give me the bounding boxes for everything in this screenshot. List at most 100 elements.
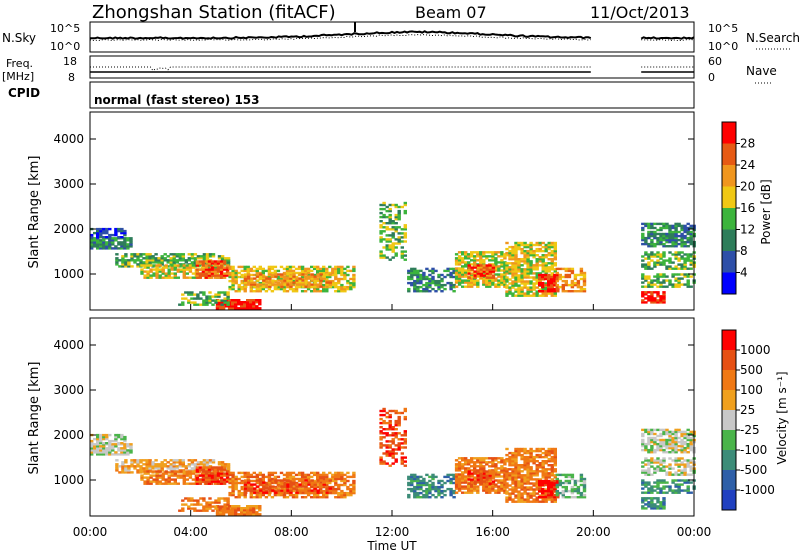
velocity-cell	[668, 440, 672, 444]
power-cell	[202, 255, 207, 258]
velocity-cell	[440, 479, 444, 483]
power-cell	[656, 277, 660, 280]
power-cell	[304, 273, 308, 276]
velocity-cell	[550, 447, 554, 451]
velocity-cell	[674, 436, 678, 440]
velocity-cell	[674, 440, 678, 444]
velocity-cell	[265, 483, 269, 486]
power-cell	[105, 227, 109, 231]
y-tick-label: 3000	[53, 177, 84, 191]
nsearch-tick-top: 10^5	[708, 22, 738, 35]
velocity-cell	[394, 419, 398, 423]
velocity-cell	[541, 494, 545, 497]
power-cell	[292, 273, 296, 276]
power-cell	[211, 253, 216, 256]
velocity-cell	[544, 470, 548, 473]
power-cell	[514, 247, 518, 251]
power-cell	[111, 243, 115, 246]
velocity-cell	[467, 470, 471, 473]
velocity-cell	[476, 470, 480, 473]
power-cell	[517, 290, 521, 293]
velocity-cell	[394, 452, 398, 455]
power-cell	[511, 266, 515, 269]
velocity-cell	[222, 472, 227, 475]
velocity-cell	[161, 474, 165, 477]
velocity-cell	[467, 485, 471, 488]
velocity-cell	[523, 482, 527, 485]
power-cell	[689, 263, 693, 266]
velocity-cell	[570, 489, 575, 493]
power-cell	[553, 277, 557, 281]
power-cell	[143, 276, 147, 279]
velocity-cell	[207, 474, 212, 477]
velocity-cell	[240, 487, 244, 491]
power-cell	[237, 299, 241, 302]
power-cell	[671, 234, 675, 238]
velocity-cell	[564, 496, 568, 499]
velocity-cell	[413, 496, 417, 499]
velocity-cell	[671, 467, 675, 470]
velocity-cell	[544, 478, 548, 481]
power-cell	[476, 264, 480, 267]
power-cell	[331, 269, 335, 273]
velocity-cell	[379, 436, 383, 439]
power-cell	[653, 232, 657, 236]
velocity-cell	[388, 426, 392, 429]
velocity-cell	[485, 474, 489, 477]
power-cell	[659, 275, 663, 278]
velocity-cell	[382, 460, 386, 463]
velocity-cell	[541, 479, 545, 483]
power-cell	[653, 234, 657, 238]
power-cell	[523, 251, 527, 255]
power-cell	[470, 279, 474, 282]
velocity-cell	[261, 475, 265, 479]
velocity-cell	[274, 487, 278, 490]
power-cell	[476, 251, 480, 254]
power-cell	[313, 265, 317, 269]
velocity-cell	[440, 483, 444, 487]
power-cell	[641, 293, 645, 296]
power-cell	[391, 228, 395, 231]
velocity-cell	[550, 474, 554, 477]
power-cell	[154, 257, 158, 260]
power-cell	[105, 243, 109, 246]
velocity-cell	[222, 474, 227, 477]
velocity-cell	[304, 487, 308, 490]
power-cell	[249, 285, 253, 289]
power-cell	[249, 303, 253, 306]
power-cell	[526, 270, 530, 273]
power-cell	[505, 286, 509, 289]
power-cell	[258, 287, 262, 291]
velocity-cell	[288, 475, 293, 479]
power-cell	[322, 283, 326, 287]
velocity-cell	[553, 447, 557, 451]
velocity-cell	[244, 487, 248, 490]
velocity-cell	[202, 459, 207, 462]
velocity-cell	[231, 491, 235, 495]
power-cell	[526, 294, 530, 297]
power-cell	[181, 301, 185, 304]
velocity-cell	[294, 493, 299, 497]
velocity-cell	[689, 432, 693, 436]
velocity-cell	[93, 449, 97, 452]
power-cell	[388, 207, 392, 211]
velocity-cell	[671, 442, 675, 446]
power-cell	[553, 279, 557, 283]
power-cell	[665, 245, 669, 248]
velocity-cell	[343, 477, 347, 481]
velocity-cell	[428, 485, 432, 489]
velocity-cell	[220, 497, 224, 500]
power-cell	[464, 253, 468, 256]
velocity-cell	[217, 505, 221, 508]
velocity-cell	[182, 470, 186, 473]
power-cell	[544, 245, 548, 249]
power-cell	[379, 230, 383, 233]
velocity-cell	[544, 453, 548, 457]
velocity-cell	[179, 470, 183, 473]
velocity-cell	[313, 491, 317, 494]
power-cell	[467, 255, 471, 258]
power-cell	[283, 283, 287, 286]
power-cell	[677, 253, 681, 256]
power-cell	[541, 256, 545, 259]
velocity-cell	[503, 467, 507, 470]
